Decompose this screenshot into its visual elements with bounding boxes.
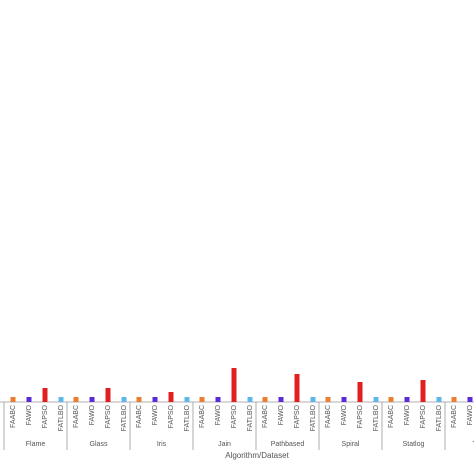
bar: [262, 397, 268, 402]
x-tick-label: FAPSO: [105, 404, 112, 428]
x-tick-label: FAWO: [215, 404, 222, 425]
bar: [357, 382, 363, 402]
x-tick-label: FAABC: [388, 405, 395, 428]
x-tick-label: FAWO: [467, 404, 474, 425]
bar: [278, 397, 284, 402]
x-tick-label: FAABC: [451, 405, 458, 428]
x-tick-label: FAABC: [10, 405, 17, 428]
bar: [436, 397, 442, 402]
x-tick-label: FAABC: [136, 405, 143, 428]
x-tick-label: FAPSO: [168, 404, 175, 428]
bar: [341, 397, 347, 402]
x-tick-label: FAABC: [325, 405, 332, 428]
x-tick-label: FAWO: [278, 404, 285, 425]
bar: [199, 397, 205, 402]
x-tick-label: FAWO: [341, 404, 348, 425]
x-tick-label: FATLBO: [436, 404, 443, 431]
x-group-label: Flame: [26, 441, 46, 448]
bar: [373, 397, 379, 402]
bar: [451, 397, 457, 402]
x-tick-label: FATLBO: [58, 404, 65, 431]
bar: [136, 397, 142, 402]
bar: [168, 392, 174, 402]
bar: [184, 397, 190, 402]
bar: [26, 397, 32, 402]
bar: [294, 374, 300, 402]
bar: [404, 397, 410, 402]
x-tick-label: FAWO: [26, 404, 33, 425]
x-tick-label: FATLBO: [121, 404, 128, 431]
bar: [310, 397, 316, 402]
x-tick-label: FAPSO: [420, 404, 427, 428]
bar: [467, 397, 473, 402]
x-tick-label: FAPSO: [357, 404, 364, 428]
bar: [420, 380, 426, 402]
x-tick-label: FAPSO: [231, 404, 238, 428]
bar: [325, 397, 331, 402]
bar: [89, 397, 95, 402]
x-tick-label: FATLBO: [373, 404, 380, 431]
x-group-label: Glass: [90, 441, 108, 448]
x-group-label: Jain: [218, 441, 231, 448]
x-tick-label: FATLBO: [184, 404, 191, 431]
x-group-label: Iris: [157, 441, 167, 448]
x-tick-label: FAABC: [262, 405, 269, 428]
x-tick-label: FAWO: [152, 404, 159, 425]
bar: [247, 397, 253, 402]
x-axis-title: Algorithm/Dataset: [225, 451, 289, 460]
x-tick-label: FAWO: [404, 404, 411, 425]
x-tick-label: FAABC: [199, 405, 206, 428]
x-tick-label: FAABC: [73, 405, 80, 428]
bar: [73, 397, 79, 402]
x-tick-label: FAPSO: [294, 404, 301, 428]
x-group-label: Th: [472, 441, 474, 448]
x-tick-label: FAWO: [89, 404, 96, 425]
bar: [58, 397, 64, 402]
bar: [42, 388, 48, 402]
bar: [10, 397, 16, 402]
x-group-label: Spiral: [342, 441, 360, 448]
x-tick-label: FATLBO: [310, 404, 317, 431]
x-group-label: Statlog: [403, 441, 425, 448]
bar: [121, 397, 127, 402]
x-group-label: Pathbased: [271, 441, 305, 448]
bar: [215, 397, 221, 402]
bar: [388, 397, 394, 402]
bar: [231, 368, 237, 402]
bar: [105, 388, 111, 402]
bar: [152, 397, 158, 402]
x-tick-label: FATLBO: [247, 404, 254, 431]
x-tick-label: FAPSO: [42, 404, 49, 428]
